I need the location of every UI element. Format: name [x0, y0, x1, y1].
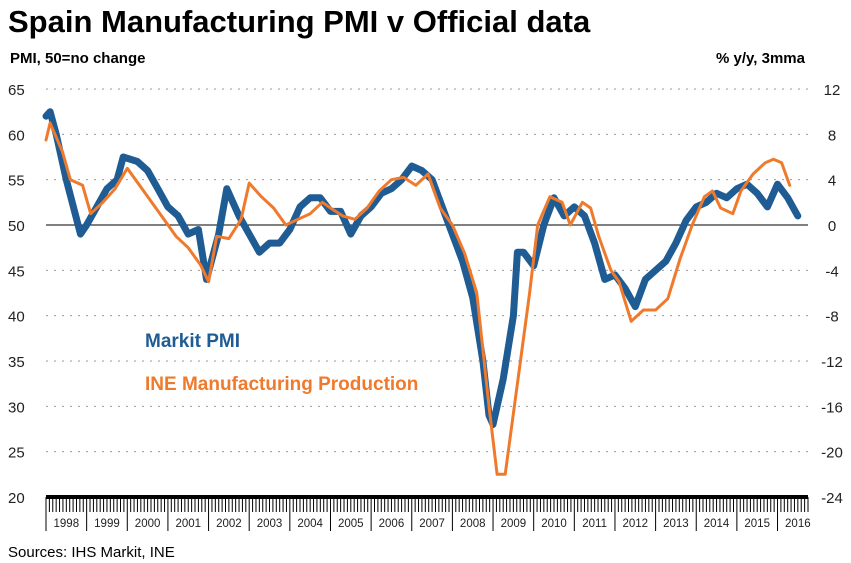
x-axis: 1998 1999 2000 2001 2002 2003 2004 2005 2006 2007… — [45, 495, 811, 531]
left-y-axis: 65 60 55 50 45 40 35 30 25 20 — [8, 82, 25, 507]
source-note: Sources: IHS Markit, INE — [8, 544, 175, 561]
left-tick-label: 65 — [8, 82, 25, 99]
right-tick-label: -8 — [825, 309, 838, 326]
x-tick-label: 2004 — [297, 518, 323, 530]
x-tick-label: 2015 — [744, 518, 770, 530]
left-tick-label: 25 — [8, 445, 25, 462]
x-tick-label: 2010 — [541, 518, 567, 530]
legend-ine-production: INE Manufacturing Production — [145, 374, 418, 395]
right-tick-label: -16 — [821, 399, 843, 416]
x-tick-label: 2012 — [622, 518, 648, 530]
right-y-axis: 12 8 4 0 -4 -8 -12 -16 -20 -24 — [821, 82, 843, 507]
left-tick-label: 55 — [8, 173, 25, 190]
right-tick-label: 4 — [828, 173, 836, 190]
left-tick-label: 30 — [8, 399, 25, 416]
gridlines — [46, 88, 808, 453]
x-tick-label: 2003 — [257, 518, 283, 530]
x-tick-label: 1998 — [54, 518, 80, 530]
right-tick-label: 0 — [828, 218, 836, 235]
x-tick-label: 2011 — [582, 518, 607, 530]
x-tick-label: 1999 — [94, 518, 120, 530]
left-tick-label: 20 — [8, 490, 25, 507]
right-tick-label: 12 — [824, 82, 841, 99]
x-tick-label: 2013 — [663, 518, 689, 530]
series-ine-production — [44, 121, 792, 476]
right-tick-label: 8 — [828, 127, 836, 144]
x-tick-label: 2008 — [460, 518, 486, 530]
left-axis-label: PMI, 50=no change — [10, 50, 145, 67]
left-tick-label: 50 — [8, 218, 25, 235]
right-tick-label: -20 — [821, 445, 843, 462]
left-tick-label: 45 — [8, 263, 25, 280]
chart-title: Spain Manufacturing PMI v Official data — [8, 4, 591, 39]
right-axis-label: % y/y, 3mma — [716, 50, 806, 67]
left-tick-label: 40 — [8, 309, 25, 326]
right-tick-label: -24 — [821, 490, 843, 507]
x-tick-label: 2005 — [338, 518, 364, 530]
legend-markit-pmi: Markit PMI — [145, 331, 240, 352]
x-tick-label: 2009 — [501, 518, 527, 530]
x-tick-label: 2002 — [216, 518, 242, 530]
left-tick-label: 60 — [8, 127, 25, 144]
x-tick-label: 2000 — [135, 518, 161, 530]
right-tick-label: -4 — [825, 263, 838, 280]
x-tick-label: 2016 — [785, 518, 811, 530]
x-tick-label: 2014 — [704, 518, 730, 530]
x-tick-label: 2001 — [175, 518, 201, 530]
x-tick-label: 2006 — [379, 518, 405, 530]
left-tick-label: 35 — [8, 354, 25, 371]
x-tick-label: 2007 — [419, 518, 445, 530]
right-tick-label: -12 — [821, 354, 843, 371]
series-lines — [42, 108, 802, 476]
